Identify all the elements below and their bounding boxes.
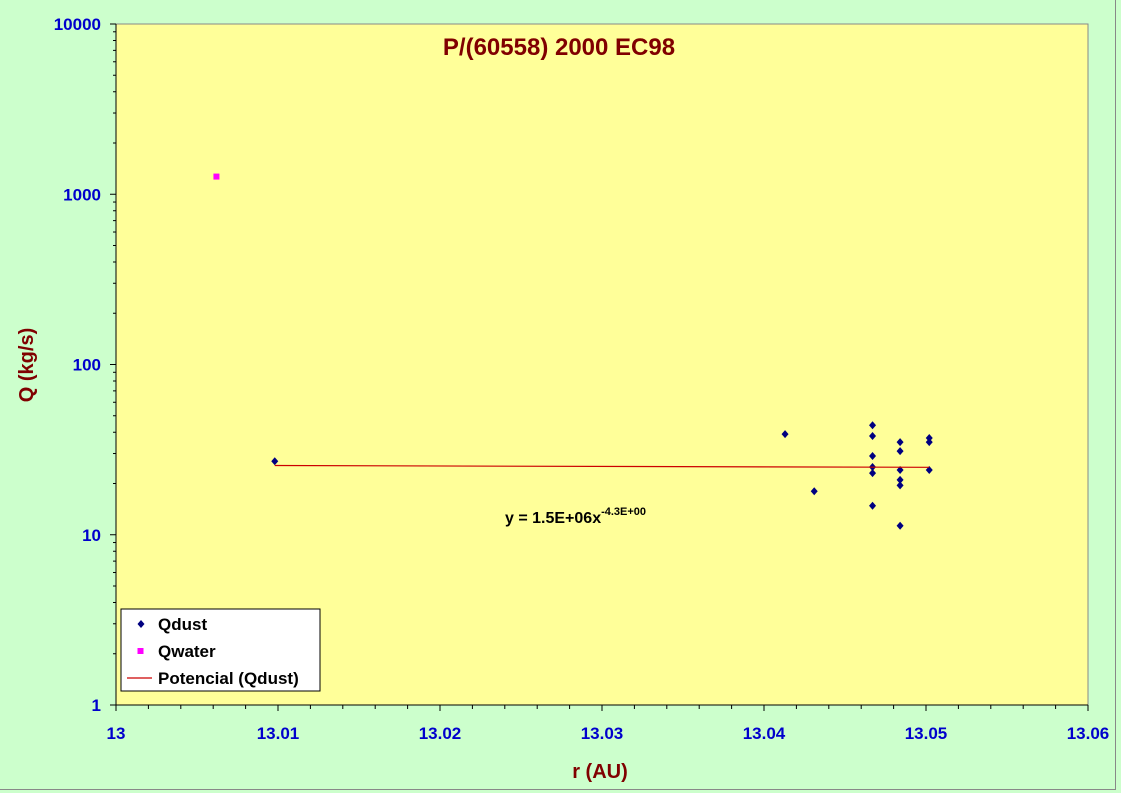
qdust-point: [925, 438, 933, 447]
y-tick-label: 1: [92, 696, 101, 715]
qdust-point: [896, 466, 904, 475]
y-tick-label: 10: [82, 526, 101, 545]
legend-qdust-marker: [137, 620, 145, 628]
legend-box: [120, 608, 321, 692]
qdust-point: [869, 501, 877, 510]
qdust-point: [925, 466, 933, 475]
qwater-point: [213, 173, 220, 180]
series-layer: [213, 173, 933, 530]
qdust-point: [896, 475, 904, 484]
trendline-equation-exponent: -4.3E+00: [601, 506, 646, 518]
x-tick-label: 13: [107, 724, 126, 743]
legend-qdust-label: Qdust: [158, 615, 207, 634]
y-tick-label: 10000: [54, 15, 101, 34]
trendline-equation-base: y = 1.5E+06x: [505, 510, 601, 527]
qdust-point: [781, 430, 789, 439]
qdust-point: [271, 457, 279, 466]
y-ticks: 1 10 100 1000 10000: [54, 15, 116, 715]
qdust-point: [869, 469, 877, 478]
x-tick-label: 13.04: [743, 724, 786, 743]
legend-qwater-label: Qwater: [158, 642, 216, 661]
y-tick-label: 100: [73, 356, 101, 375]
qdust-point: [925, 434, 933, 443]
legend-qwater-marker: [137, 648, 144, 654]
x-tick-label: 13.06: [1067, 724, 1110, 743]
x-tick-label: 13.03: [581, 724, 624, 743]
qdust-point: [810, 487, 818, 496]
trendline-qdust: [274, 464, 930, 468]
trendline-equation: y = 1.5E+06x-4.3E+00: [505, 506, 646, 527]
y-axis-title: Q (kg/s): [16, 328, 38, 402]
qdust-point: [896, 447, 904, 456]
chart-title: P/(60558) 2000 EC98: [443, 34, 675, 61]
qdust-point: [896, 438, 904, 447]
legend-trend-label: Potencial (Qdust): [158, 669, 299, 688]
qdust-point: [869, 452, 877, 461]
x-tick-label: 13.02: [419, 724, 462, 743]
x-ticks: 13 13.01 13.02 13.03 13.04 13.05 13.06: [107, 705, 1110, 743]
plot-area: [115, 23, 1089, 706]
x-tick-label: 13.01: [257, 724, 300, 743]
legend: Qdust Qwater Potencial (Qdust): [120, 608, 321, 692]
x-tick-label: 13.05: [905, 724, 948, 743]
qdust-point: [896, 481, 904, 490]
qdust-point: [869, 421, 877, 430]
x-axis-title: r (AU): [572, 761, 628, 783]
qdust-point: [896, 521, 904, 530]
y-tick-label: 1000: [63, 185, 101, 204]
qdust-point: [869, 432, 877, 441]
